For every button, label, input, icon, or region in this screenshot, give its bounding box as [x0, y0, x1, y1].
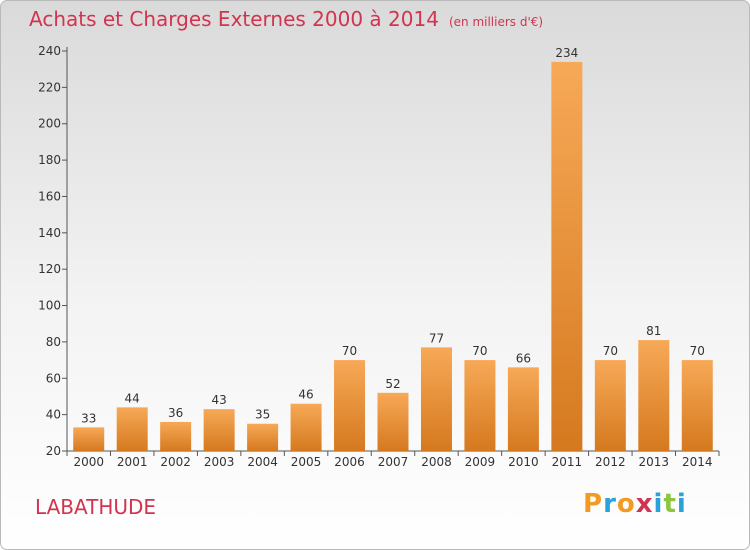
y-tick-label: 20 — [46, 444, 61, 458]
x-tick-label: 2013 — [639, 455, 670, 469]
y-tick-label: 200 — [38, 117, 61, 131]
data-label: 33 — [81, 411, 96, 425]
logo-letter: r — [603, 489, 617, 519]
bar — [73, 427, 105, 451]
data-label: 70 — [472, 344, 487, 358]
data-label: 43 — [211, 393, 226, 407]
data-label: 66 — [516, 351, 531, 365]
data-label: 234 — [555, 46, 578, 60]
y-tick-label: 120 — [38, 262, 61, 276]
logo-letter: i — [653, 489, 664, 519]
bar — [116, 407, 148, 451]
x-tick-label: 2011 — [552, 455, 583, 469]
bars — [73, 61, 713, 452]
title-text: Achats et Charges Externes 2000 à 2014 — [29, 7, 439, 31]
y-tick-label: 80 — [46, 335, 61, 349]
axes: 20 40 60 80 100 120 140 160 180 200 220 240 2000 2001… — [38, 44, 720, 469]
data-label: 52 — [385, 377, 400, 391]
proxiti-logo: Proxiti — [583, 489, 687, 519]
bar — [334, 360, 366, 451]
chart-title: Achats et Charges Externes 2000 à 2014 (e… — [29, 7, 543, 31]
data-label: 44 — [125, 391, 140, 405]
bar — [464, 360, 496, 451]
data-label: 36 — [168, 406, 183, 420]
x-tick-label: 2010 — [508, 455, 539, 469]
bar — [420, 347, 452, 451]
y-tick-label: 100 — [38, 299, 61, 313]
x-tick-label: 2012 — [595, 455, 626, 469]
data-label: 35 — [255, 408, 270, 422]
y-tick-label: 180 — [38, 153, 61, 167]
data-label: 81 — [646, 324, 661, 338]
y-tick-label: 240 — [38, 44, 61, 58]
y-tick-label: 160 — [38, 189, 61, 203]
bar — [290, 403, 322, 451]
x-tick-label: 2005 — [291, 455, 322, 469]
bar — [247, 423, 279, 451]
x-tick-label: 2006 — [334, 455, 365, 469]
data-label: 70 — [603, 344, 618, 358]
unit-label: (en milliers d'€) — [448, 15, 544, 29]
data-label: 46 — [298, 388, 313, 402]
x-tick-label: 2009 — [465, 455, 496, 469]
x-tick-label: 2000 — [73, 455, 104, 469]
y-tick-label: 220 — [38, 80, 61, 94]
x-tick-label: 2008 — [421, 455, 452, 469]
logo-letter: o — [616, 489, 636, 519]
x-tick-label: 2001 — [117, 455, 148, 469]
x-tick-label: 2014 — [682, 455, 713, 469]
logo-letter: i — [676, 489, 687, 519]
commune-name: LABATHUDE — [35, 495, 157, 519]
bar — [594, 360, 626, 451]
x-tick-label: 2007 — [378, 455, 409, 469]
bar — [203, 409, 235, 451]
data-label: 70 — [342, 344, 357, 358]
y-tick-label: 40 — [46, 408, 61, 422]
logo-letter: P — [583, 489, 604, 519]
logo-letter: x — [635, 489, 654, 519]
data-label: 77 — [429, 331, 444, 345]
bar — [681, 360, 713, 451]
y-tick-label: 140 — [38, 226, 61, 240]
y-tick-label: 60 — [46, 371, 61, 385]
x-tick-label: 2003 — [204, 455, 235, 469]
bar — [638, 340, 670, 451]
bar — [160, 421, 192, 451]
data-label: 70 — [690, 344, 705, 358]
logo-letter: t — [663, 489, 677, 519]
x-tick-label: 2002 — [160, 455, 191, 469]
bar — [551, 61, 583, 452]
x-tick-label: 2004 — [247, 455, 278, 469]
bar — [507, 367, 539, 451]
data-labels: 33 44 36 43 35 46 70 52 77 70 66 234 70 81 70 — [81, 46, 705, 425]
bar — [377, 392, 409, 451]
